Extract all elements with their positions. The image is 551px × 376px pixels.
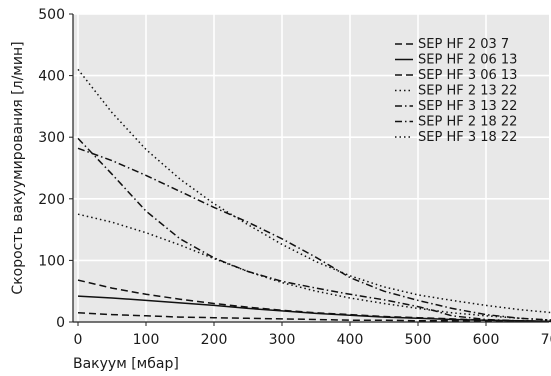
y-axis-label: Скорость вакуумирования [л/мин] [10, 41, 26, 294]
x-axis-ticks: 0 100 200 300 400 500 600 700 [74, 322, 551, 348]
x-tick-label: 700 [541, 332, 551, 348]
y-tick-label: 200 [38, 192, 65, 208]
y-tick-label: 500 [38, 7, 65, 23]
x-tick-label: 600 [473, 332, 500, 348]
series-line-3 [77, 279, 551, 323]
y-tick-label: 300 [38, 130, 65, 146]
plot-background [73, 14, 549, 322]
y-tick-label: 100 [38, 253, 65, 269]
y-tick-label: 400 [38, 69, 65, 85]
x-axis-label: Вакуум [мбар] [73, 356, 179, 372]
legend-label-6: SEP HF 2 18 22 [418, 115, 517, 130]
y-axis-ticks: 0 100 200 300 400 500 [38, 7, 73, 331]
series-line-5 [77, 137, 551, 323]
legend-label-7: SEP HF 3 18 22 [418, 130, 517, 145]
x-tick-label: 100 [133, 332, 160, 348]
x-tick-label: 300 [269, 332, 296, 348]
legend-label-2: SEP HF 2 06 13 [418, 53, 517, 68]
x-tick-label: 500 [405, 332, 432, 348]
y-tick-label: 0 [56, 315, 65, 331]
legend-label-4: SEP HF 2 13 22 [418, 84, 517, 99]
series-line-6 [77, 147, 551, 321]
x-tick-label: 0 [74, 332, 83, 348]
series-line-4 [77, 213, 551, 321]
legend-label-1: SEP HF 2 03 7 [418, 37, 509, 52]
x-tick-label: 400 [337, 332, 364, 348]
series-lines [77, 68, 551, 323]
x-tick-label: 200 [201, 332, 228, 348]
legend-label-3: SEP HF 3 06 13 [418, 68, 517, 83]
series-line-1 [77, 312, 551, 323]
legend-label-5: SEP HF 3 13 22 [418, 99, 517, 114]
